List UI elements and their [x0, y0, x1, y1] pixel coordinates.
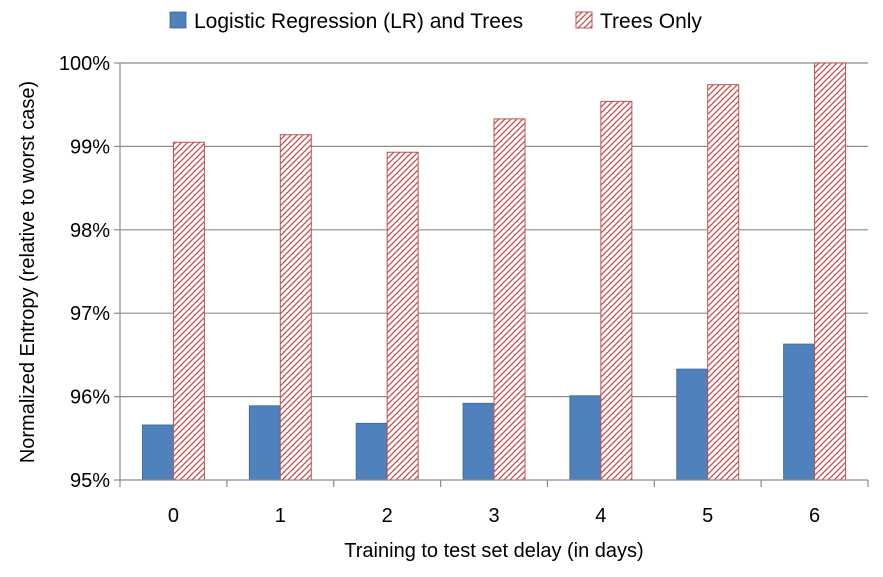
bar-lr-trees [462, 402, 495, 481]
x-tick-label: 5 [702, 505, 713, 527]
x-tick-label: 0 [168, 505, 179, 527]
bar-trees-only [386, 151, 419, 481]
y-tick-label: 100% [59, 53, 110, 75]
x-tick-label: 4 [595, 505, 606, 527]
bar-trees-only [707, 84, 740, 481]
bar-lr-trees [248, 405, 281, 481]
x-tick-label: 2 [382, 505, 393, 527]
axes [114, 62, 869, 487]
tick-labels: 95% 96% 97% 98% 99% 100% 0 1 2 3 4 5 6 [59, 53, 820, 527]
x-tick-label: 6 [809, 505, 820, 527]
legend-swatch-trees-only [575, 11, 593, 29]
y-tick-label: 98% [70, 220, 110, 242]
legend-item-lr-trees: Logistic Regression (LR) and Trees [169, 10, 523, 33]
y-tick-label: 95% [70, 470, 110, 492]
legend-item-trees-only: Trees Only [575, 10, 702, 33]
legend-label-trees-only: Trees Only [600, 10, 702, 33]
y-tick-label: 97% [70, 303, 110, 325]
bar-trees-only [814, 62, 847, 481]
bar-lr-trees [355, 422, 388, 481]
bars [142, 62, 847, 481]
legend-label-lr-trees: Logistic Regression (LR) and Trees [194, 10, 523, 33]
bar-lr-trees [783, 343, 815, 481]
y-tick-label: 96% [70, 387, 110, 409]
x-tick-label: 1 [275, 505, 286, 527]
bar-trees-only [600, 100, 633, 481]
bar-lr-trees [676, 368, 709, 481]
bar-trees-only [172, 141, 205, 481]
y-axis-title: Normalized Entropy (relative to worst ca… [17, 81, 39, 463]
x-axis-title: Training to test set delay (in days) [344, 540, 643, 562]
bar-lr-trees [142, 424, 174, 481]
bar-trees-only [279, 134, 312, 481]
legend-swatch-lr-trees [169, 11, 187, 29]
bar-trees-only [493, 118, 526, 481]
bar-lr-trees [569, 395, 602, 481]
y-tick-label: 99% [70, 136, 110, 158]
legend: Logistic Regression (LR) and Trees Trees… [169, 10, 702, 33]
x-tick-label: 3 [488, 505, 499, 527]
